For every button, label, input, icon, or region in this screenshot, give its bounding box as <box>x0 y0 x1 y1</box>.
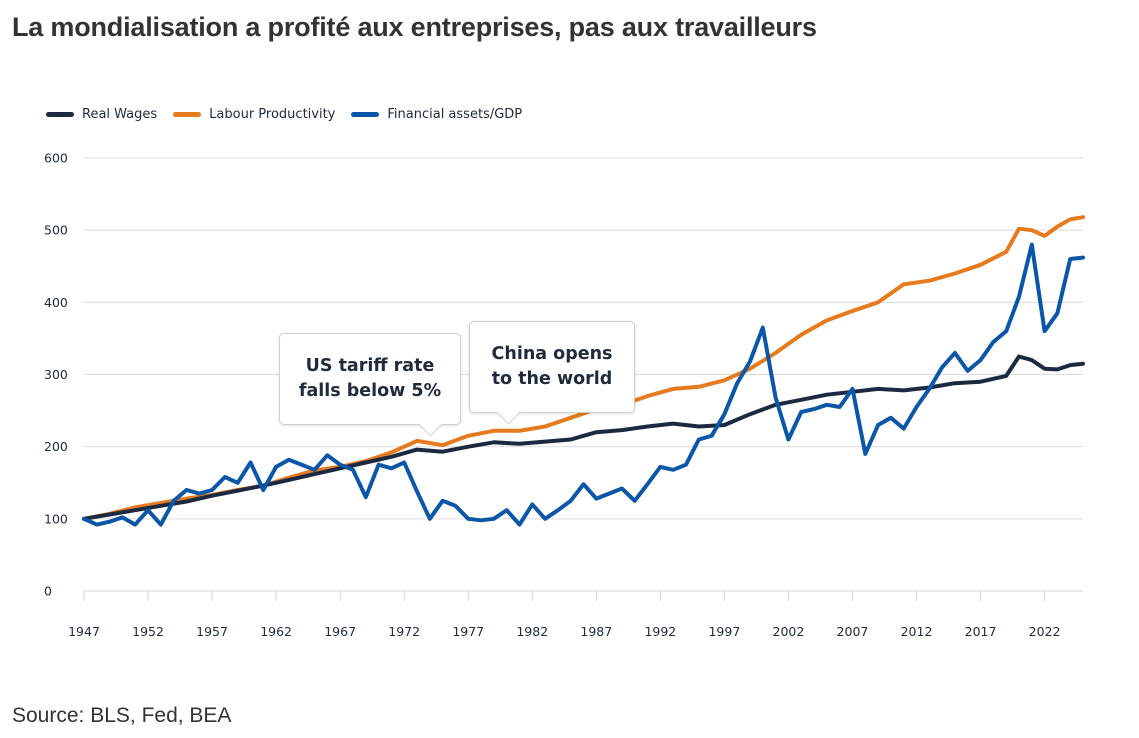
x-tick-label: 1967 <box>324 624 356 639</box>
annotation-tariff: US tariff rate falls below 5% <box>279 333 461 437</box>
annotation-china: China opens to the world <box>469 321 635 425</box>
x-tick-label: 2017 <box>965 624 997 639</box>
legend-item-financial-assets[interactable]: Financial assets/GDP <box>351 107 522 122</box>
legend: Real Wages Labour Productivity Financial… <box>46 107 538 122</box>
x-tick-label: 1997 <box>708 624 740 639</box>
legend-swatch-labour-productivity <box>173 112 202 117</box>
annotation-tariff-line2: falls below 5% <box>298 381 442 401</box>
legend-swatch-financial-assets <box>351 112 380 117</box>
x-tick-label: 1987 <box>580 624 612 639</box>
x-axis: 1947 1952 1957 1962 1967 1972 1977 1982 1987 1992… <box>68 590 1083 639</box>
x-tick-label: 2002 <box>773 624 805 639</box>
legend-label-financial-assets: Financial assets/GDP <box>387 107 523 122</box>
x-tick-label: 1977 <box>452 624 484 639</box>
annotation-china-line1: China opens <box>491 344 613 364</box>
y-tick-label: 0 <box>44 584 52 599</box>
legend-item-real-wages[interactable]: Real Wages <box>46 107 157 122</box>
y-tick-label: 300 <box>44 367 68 382</box>
y-tick-label: 400 <box>44 295 68 310</box>
x-tick-label: 1972 <box>388 624 420 639</box>
legend-label-real-wages: Real Wages <box>82 107 158 122</box>
x-tick-label: 1962 <box>260 624 292 639</box>
annotation-tariff-line1: US tariff rate <box>305 356 435 376</box>
source-note: Source: BLS, Fed, BEA <box>12 704 232 727</box>
legend-swatch-real-wages <box>46 112 74 117</box>
legend-item-labour-productivity[interactable]: Labour Productivity <box>173 107 335 122</box>
y-tick-label: 200 <box>44 439 68 454</box>
series-line-financial-assets[interactable] <box>82 242 1085 527</box>
chart-title: La mondialisation a profité aux entrepri… <box>12 12 817 42</box>
x-tick-label: 2007 <box>837 624 869 639</box>
gridlines <box>84 157 1083 520</box>
x-tick-label: 1952 <box>132 624 164 639</box>
x-tick-label: 2012 <box>901 624 933 639</box>
annotation-china-line2: to the world <box>491 369 613 389</box>
y-axis: 0 100 200 300 400 500 600 <box>44 151 68 599</box>
y-tick-label: 500 <box>44 223 68 238</box>
x-tick-label: 1947 <box>68 624 100 639</box>
x-tick-label: 1982 <box>516 624 548 639</box>
y-tick-label: 100 <box>44 511 68 526</box>
x-tick-label: 2022 <box>1029 624 1061 639</box>
legend-label-labour-productivity: Labour Productivity <box>209 107 336 122</box>
y-tick-label: 600 <box>44 151 68 166</box>
x-tick-label: 1957 <box>196 624 228 639</box>
x-tick-label: 1992 <box>644 624 676 639</box>
